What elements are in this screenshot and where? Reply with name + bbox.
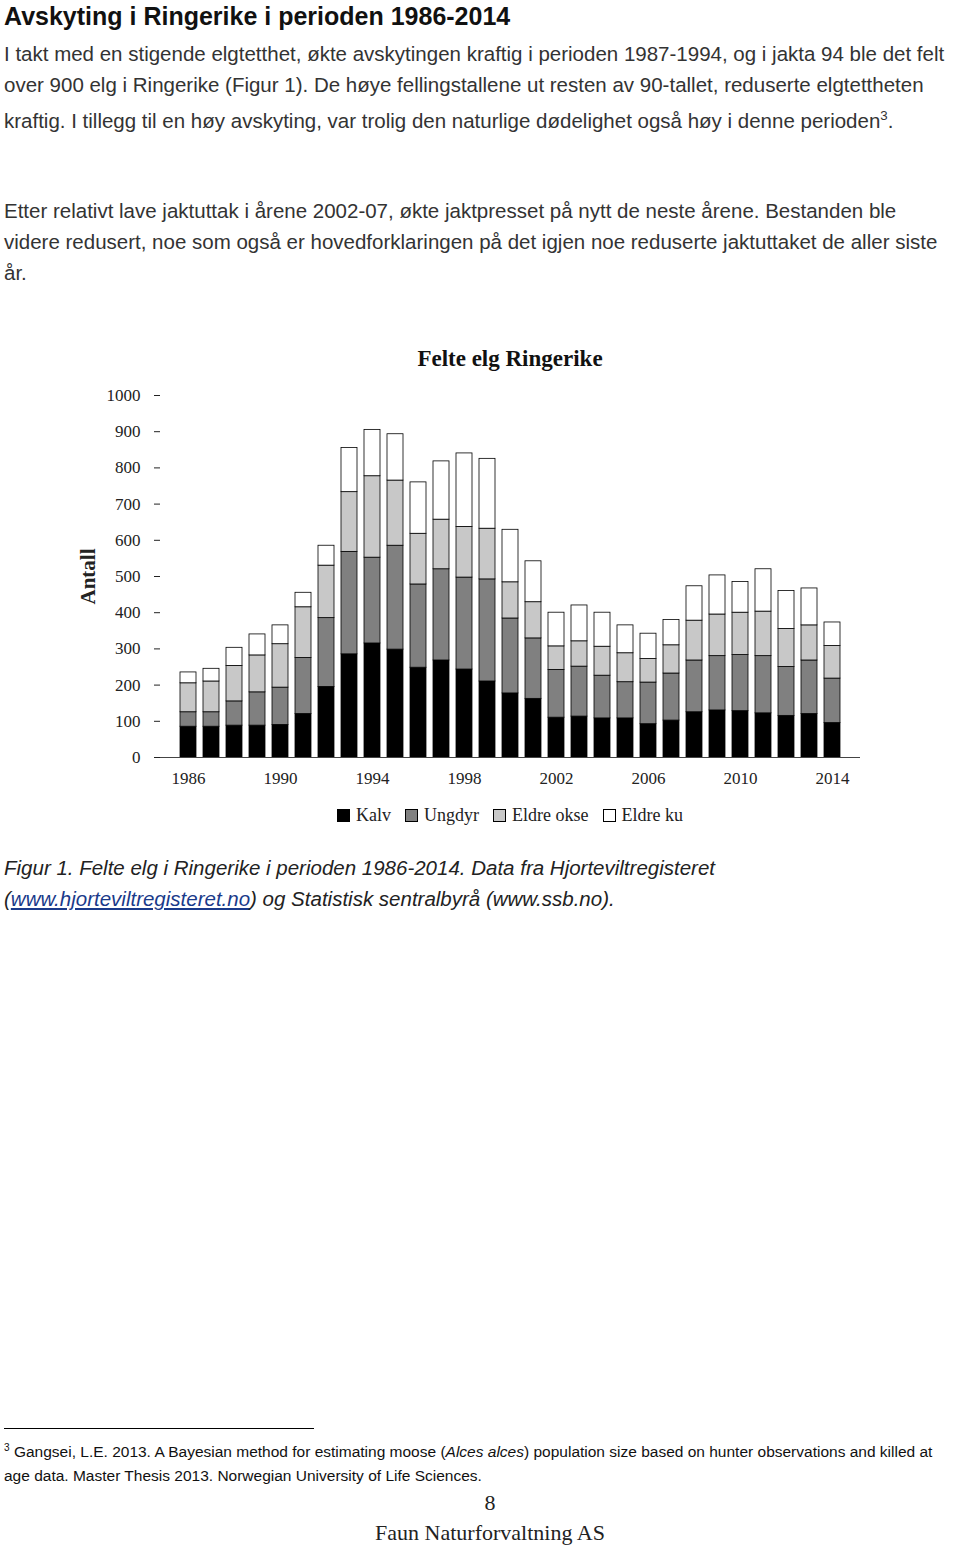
- svg-text:500: 500: [115, 567, 141, 586]
- svg-text:1994: 1994: [356, 769, 391, 788]
- html-text:Kalv: Kalv: [356, 805, 391, 825]
- svg-text:Antall: Antall: [76, 548, 100, 604]
- html-text:8: 8: [484, 1490, 496, 1515]
- svg-text:300: 300: [115, 639, 141, 658]
- html-text:Felte elg Ringerike: Felte elg Ringerike: [417, 346, 603, 371]
- html-text:3Gangsei, L.E. 2013. A Bayesia: 3Gangsei, L.E. 2013. A Bayesian method f…: [4, 1442, 933, 1485]
- html-text:Ungdyr: Ungdyr: [424, 805, 479, 825]
- html-text:I takt med en stigende elgtett: I takt med en stigende elgtetthet, økte …: [4, 42, 945, 132]
- svg-text:1000: 1000: [107, 386, 141, 405]
- svg-text:1998: 1998: [448, 769, 482, 788]
- svg-text:600: 600: [115, 531, 141, 550]
- html-text:Figur 1. Felte elg i Ringerike: Figur 1. Felte elg i Ringerike i periode…: [4, 856, 715, 910]
- svg-text:1986: 1986: [172, 769, 206, 788]
- svg-text:700: 700: [115, 495, 141, 514]
- html-text:Etter relativt lave jaktuttak: Etter relativt lave jaktuttak i årene 20…: [4, 199, 938, 284]
- svg-text:900: 900: [115, 422, 141, 441]
- html-text:Faun Naturforvaltning AS: Faun Naturforvaltning AS: [375, 1520, 605, 1545]
- html-text:Eldre ku: Eldre ku: [621, 805, 683, 825]
- svg-text:2006: 2006: [632, 769, 666, 788]
- svg-text:400: 400: [115, 603, 141, 622]
- svg-text:100: 100: [115, 712, 141, 731]
- svg-text:1990: 1990: [264, 769, 298, 788]
- html-text:Eldre okse: Eldre okse: [512, 805, 589, 825]
- svg-text:800: 800: [115, 458, 141, 477]
- svg-text:200: 200: [115, 676, 141, 695]
- html-text:Avskyting i Ringerike i period: Avskyting i Ringerike i perioden 1986-20…: [4, 2, 511, 30]
- svg-text:2002: 2002: [540, 769, 574, 788]
- svg-text:0: 0: [132, 748, 141, 767]
- svg-text:2010: 2010: [724, 769, 758, 788]
- svg-text:2014: 2014: [816, 769, 851, 788]
